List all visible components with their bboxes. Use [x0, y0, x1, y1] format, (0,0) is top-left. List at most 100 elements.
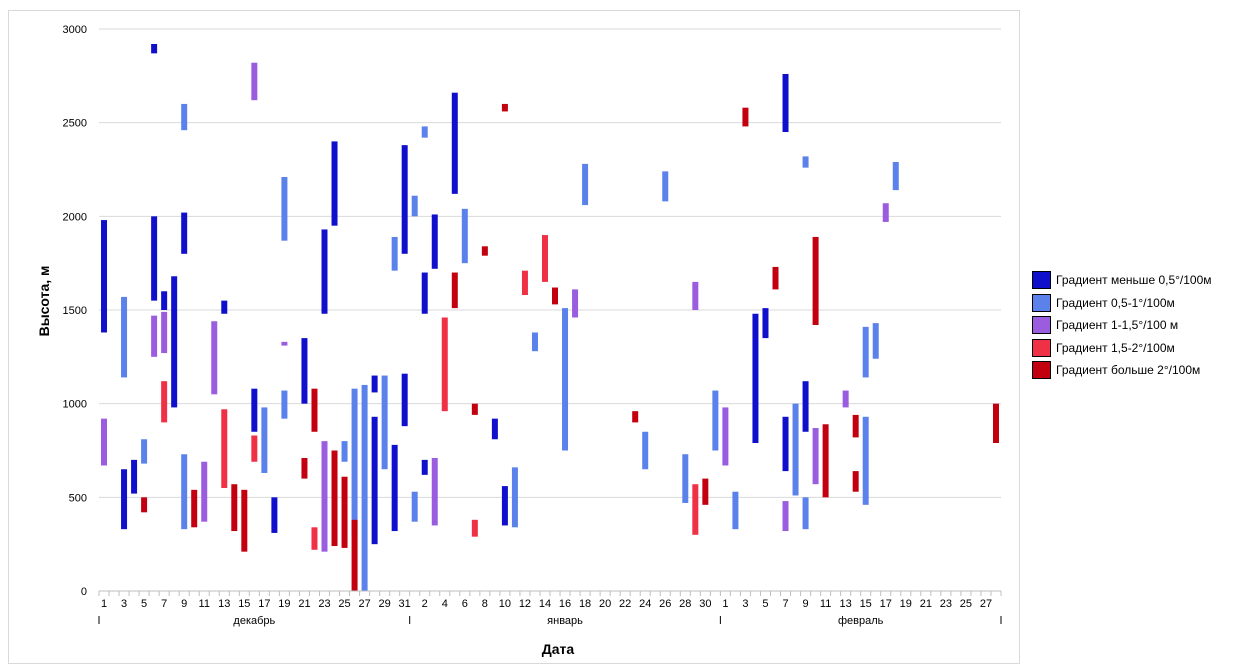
bar-series-3	[161, 381, 168, 423]
bar-series-1	[712, 390, 719, 451]
bar-series-4	[241, 489, 248, 552]
x-tick-label: 31	[399, 598, 411, 610]
x-tick-label: 11	[820, 598, 831, 610]
bar-series-0	[391, 444, 398, 532]
bar-series-0	[161, 291, 168, 310]
x-tick-label: 9	[181, 598, 187, 610]
bar-series-4	[331, 450, 338, 547]
bar-series-4	[311, 388, 318, 432]
x-tick-label: 6	[462, 598, 468, 610]
bar-series-4	[341, 476, 348, 548]
bar-series-2	[321, 441, 328, 552]
x-tick-label: 14	[539, 598, 551, 610]
bar-series-1	[361, 384, 368, 591]
x-tick-label: 13	[218, 598, 230, 610]
x-tick-label: 17	[258, 598, 270, 610]
bar-series-0	[401, 373, 408, 427]
x-tick-label: 27	[980, 598, 992, 610]
bar-series-0	[151, 43, 158, 54]
bar-series-0	[371, 375, 378, 393]
bar-series-2	[431, 457, 438, 526]
bar-series-1	[341, 441, 348, 462]
bar-series-4	[191, 489, 198, 528]
bar-series-1	[281, 390, 288, 419]
x-tick-label: 15	[860, 598, 872, 610]
x-tick-label: 26	[659, 598, 671, 610]
x-axis-title: Дата	[542, 641, 575, 657]
bar-series-1	[662, 171, 669, 202]
bar-series-1	[862, 416, 869, 505]
legend-swatch	[1032, 338, 1051, 357]
bar-series-1	[351, 388, 358, 535]
x-tick-label: 13	[840, 598, 852, 610]
bar-series-3	[251, 435, 258, 462]
bar-series-4	[552, 287, 559, 305]
x-tick-label: 23	[940, 598, 952, 610]
legend-swatch	[1032, 361, 1051, 380]
x-tick-label: 7	[161, 598, 167, 610]
legend-swatch	[1032, 316, 1051, 335]
bar-series-1	[411, 491, 418, 522]
x-tick-label: 7	[782, 598, 788, 610]
bar-series-4	[301, 457, 308, 479]
bar-series-0	[762, 308, 769, 339]
bar-series-1	[181, 454, 188, 530]
x-tick-label: 16	[559, 598, 571, 610]
legend-swatch	[1032, 293, 1051, 312]
bar-series-0	[451, 92, 458, 194]
bar-series-1	[421, 126, 428, 138]
bar-series-4	[141, 497, 148, 513]
bar-series-1	[121, 296, 128, 378]
bar-series-0	[431, 214, 438, 269]
bar-series-3	[692, 484, 699, 535]
x-tick-label: 11	[199, 598, 210, 610]
bar-series-3	[521, 270, 528, 296]
x-tick-label: 2	[422, 598, 428, 610]
bar-series-4	[481, 246, 488, 256]
y-tick-label: 3000	[63, 24, 87, 36]
bar-series-1	[802, 156, 809, 168]
bar-series-2	[812, 428, 819, 485]
gridlines	[99, 28, 1001, 498]
bar-series-1	[511, 467, 518, 528]
bar-series-0	[101, 220, 108, 333]
bar-series-2	[101, 418, 108, 466]
legend-label: Градиент 1-1,5°/100 м	[1056, 318, 1179, 333]
bar-series-0	[151, 216, 158, 301]
legend-label: Градиент 1,5-2°/100м	[1056, 340, 1175, 355]
bar-series-4	[812, 236, 819, 325]
bar-series-1	[261, 407, 268, 473]
bar-series-0	[171, 276, 178, 408]
bar-series-1	[582, 163, 589, 206]
y-axis-title: Высота, м	[36, 266, 52, 337]
bar-series-4	[772, 266, 779, 290]
bar-series-4	[451, 272, 458, 309]
bar-series-0	[501, 486, 508, 526]
bar-series-1	[862, 326, 869, 378]
x-tick-label: 21	[920, 598, 932, 610]
bar-series-3	[441, 317, 448, 412]
x-tick-label: 12	[519, 598, 531, 610]
bar-series-1	[872, 323, 879, 359]
legend-item-2: Градиент 1-1,5°/100 м	[1032, 314, 1246, 337]
x-tick-label: 5	[762, 598, 768, 610]
y-tick-label: 2000	[63, 211, 87, 223]
bar-series-0	[401, 145, 408, 254]
x-tick-label: 5	[141, 598, 147, 610]
bar-series-4	[852, 414, 859, 438]
legend-label: Градиент меньше 0,5°/100м	[1056, 273, 1212, 288]
bar-series-0	[221, 300, 228, 314]
legend-item-3: Градиент 1,5-2°/100м	[1032, 337, 1246, 360]
bar-series-0	[421, 272, 428, 314]
x-tick-label: 1	[722, 598, 728, 610]
y-tick-label: 0	[81, 586, 87, 598]
x-tick-label: 1	[101, 598, 107, 610]
chart-area: 0 500 1000 1500 2000 2500 3000 1 3 5 7 9 11 13 15 17 19 2…	[8, 10, 1020, 664]
bar-series-0	[301, 338, 308, 404]
x-tick-label: 24	[639, 598, 651, 610]
bars-layer	[101, 43, 999, 591]
bar-series-4	[742, 107, 749, 127]
bar-series-0	[251, 388, 258, 432]
